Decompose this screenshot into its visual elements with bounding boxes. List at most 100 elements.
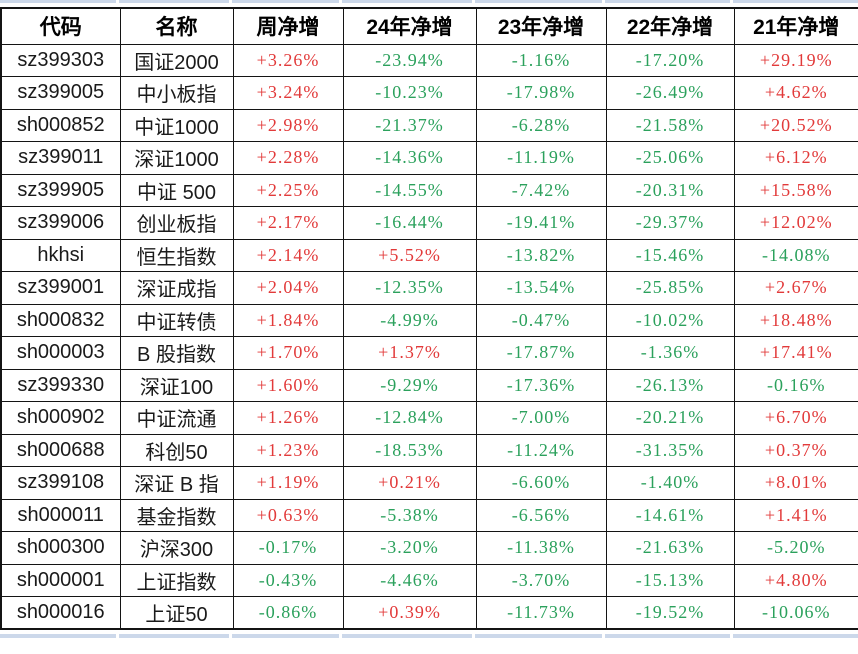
cell-y22[interactable]: -15.13% xyxy=(605,563,735,597)
cell-y22[interactable]: -25.06% xyxy=(605,141,735,175)
cell-code[interactable]: sh000832 xyxy=(0,303,121,337)
cell-y22[interactable]: -1.36% xyxy=(605,336,735,370)
cell-code[interactable]: sz399006 xyxy=(0,206,121,240)
cell-name[interactable]: 深证成指 xyxy=(119,271,234,305)
cell-y21[interactable]: +1.41% xyxy=(733,498,858,532)
cell-code[interactable]: sz399905 xyxy=(0,173,121,207)
cell-code[interactable]: sh000003 xyxy=(0,336,121,370)
cell-y23[interactable]: -1.16% xyxy=(475,43,607,77)
column-header-y23[interactable]: 23年净增 xyxy=(475,7,607,45)
cell-code[interactable]: sz399108 xyxy=(0,466,121,500)
cell-y22[interactable]: -21.63% xyxy=(605,531,735,565)
cell-y24[interactable]: +0.39% xyxy=(342,596,477,630)
cell-code[interactable]: sh000902 xyxy=(0,401,121,435)
cell-y22[interactable]: -10.02% xyxy=(605,303,735,337)
cell-y22[interactable]: -15.46% xyxy=(605,238,735,272)
cell-code[interactable]: sh000300 xyxy=(0,531,121,565)
cell-week[interactable]: -0.86% xyxy=(232,596,344,630)
column-header-y22[interactable]: 22年净增 xyxy=(605,7,735,45)
cell-y21[interactable]: +15.58% xyxy=(733,173,858,207)
cell-week[interactable]: +2.25% xyxy=(232,173,344,207)
cell-y21[interactable]: +18.48% xyxy=(733,303,858,337)
cell-y24[interactable]: -14.36% xyxy=(342,141,477,175)
cell-code[interactable]: sh000852 xyxy=(0,108,121,142)
cell-code[interactable]: sh000688 xyxy=(0,433,121,467)
cell-week[interactable]: +1.26% xyxy=(232,401,344,435)
cell-y24[interactable]: +0.21% xyxy=(342,466,477,500)
cell-y23[interactable]: -11.19% xyxy=(475,141,607,175)
cell-y21[interactable]: +6.12% xyxy=(733,141,858,175)
cell-y21[interactable]: +4.80% xyxy=(733,563,858,597)
cell-y21[interactable]: +4.62% xyxy=(733,76,858,110)
cell-code[interactable]: hkhsi xyxy=(0,238,121,272)
cell-name[interactable]: 中小板指 xyxy=(119,76,234,110)
cell-y24[interactable]: -9.29% xyxy=(342,368,477,402)
cell-code[interactable]: sz399303 xyxy=(0,43,121,77)
cell-code[interactable]: sz399001 xyxy=(0,271,121,305)
cell-code[interactable]: sz399330 xyxy=(0,368,121,402)
cell-name[interactable]: 深证 B 指 xyxy=(119,466,234,500)
column-header-code[interactable]: 代码 xyxy=(0,7,121,45)
cell-y21[interactable]: -5.20% xyxy=(733,531,858,565)
cell-code[interactable]: sh000001 xyxy=(0,563,121,597)
cell-name[interactable]: 国证2000 xyxy=(119,43,234,77)
cell-name[interactable]: 创业板指 xyxy=(119,206,234,240)
cell-y23[interactable]: -7.00% xyxy=(475,401,607,435)
cell-y22[interactable]: -25.85% xyxy=(605,271,735,305)
cell-week[interactable]: +1.84% xyxy=(232,303,344,337)
cell-y23[interactable]: -11.73% xyxy=(475,596,607,630)
cell-y23[interactable]: -7.42% xyxy=(475,173,607,207)
cell-y21[interactable]: +2.67% xyxy=(733,271,858,305)
cell-y24[interactable]: -4.46% xyxy=(342,563,477,597)
cell-y24[interactable]: -3.20% xyxy=(342,531,477,565)
cell-week[interactable]: +1.19% xyxy=(232,466,344,500)
cell-week[interactable]: +2.98% xyxy=(232,108,344,142)
cell-week[interactable]: +2.14% xyxy=(232,238,344,272)
cell-week[interactable]: +2.17% xyxy=(232,206,344,240)
cell-week[interactable]: +1.23% xyxy=(232,433,344,467)
cell-week[interactable]: -0.43% xyxy=(232,563,344,597)
cell-y21[interactable]: +0.37% xyxy=(733,433,858,467)
cell-week[interactable]: +1.60% xyxy=(232,368,344,402)
cell-y23[interactable]: -11.24% xyxy=(475,433,607,467)
cell-y21[interactable]: +12.02% xyxy=(733,206,858,240)
cell-y21[interactable]: +6.70% xyxy=(733,401,858,435)
cell-name[interactable]: 中证流通 xyxy=(119,401,234,435)
cell-y22[interactable]: -19.52% xyxy=(605,596,735,630)
column-header-week[interactable]: 周净增 xyxy=(232,7,344,45)
cell-week[interactable]: +2.28% xyxy=(232,141,344,175)
column-header-name[interactable]: 名称 xyxy=(119,7,234,45)
cell-code[interactable]: sz399005 xyxy=(0,76,121,110)
cell-name[interactable]: 中证转债 xyxy=(119,303,234,337)
cell-y24[interactable]: -18.53% xyxy=(342,433,477,467)
cell-y23[interactable]: -19.41% xyxy=(475,206,607,240)
cell-y24[interactable]: -10.23% xyxy=(342,76,477,110)
cell-y23[interactable]: -13.54% xyxy=(475,271,607,305)
cell-y22[interactable]: -29.37% xyxy=(605,206,735,240)
cell-week[interactable]: +3.26% xyxy=(232,43,344,77)
cell-y21[interactable]: -10.06% xyxy=(733,596,858,630)
cell-y24[interactable]: -23.94% xyxy=(342,43,477,77)
cell-name[interactable]: 中证 500 xyxy=(119,173,234,207)
cell-y22[interactable]: -31.35% xyxy=(605,433,735,467)
cell-week[interactable]: +1.70% xyxy=(232,336,344,370)
cell-y22[interactable]: -26.49% xyxy=(605,76,735,110)
cell-y22[interactable]: -17.20% xyxy=(605,43,735,77)
cell-name[interactable]: 上证50 xyxy=(119,596,234,630)
cell-name[interactable]: 上证指数 xyxy=(119,563,234,597)
column-header-y21[interactable]: 21年净增 xyxy=(733,7,858,45)
cell-y24[interactable]: -4.99% xyxy=(342,303,477,337)
cell-y24[interactable]: -21.37% xyxy=(342,108,477,142)
cell-code[interactable]: sh000016 xyxy=(0,596,121,630)
cell-name[interactable]: 中证1000 xyxy=(119,108,234,142)
cell-name[interactable]: 恒生指数 xyxy=(119,238,234,272)
cell-code[interactable]: sh000011 xyxy=(0,498,121,532)
cell-code[interactable]: sz399011 xyxy=(0,141,121,175)
cell-y23[interactable]: -6.56% xyxy=(475,498,607,532)
cell-week[interactable]: -0.17% xyxy=(232,531,344,565)
cell-y22[interactable]: -21.58% xyxy=(605,108,735,142)
cell-name[interactable]: 深证100 xyxy=(119,368,234,402)
cell-y21[interactable]: +17.41% xyxy=(733,336,858,370)
cell-y24[interactable]: +1.37% xyxy=(342,336,477,370)
cell-y24[interactable]: -16.44% xyxy=(342,206,477,240)
